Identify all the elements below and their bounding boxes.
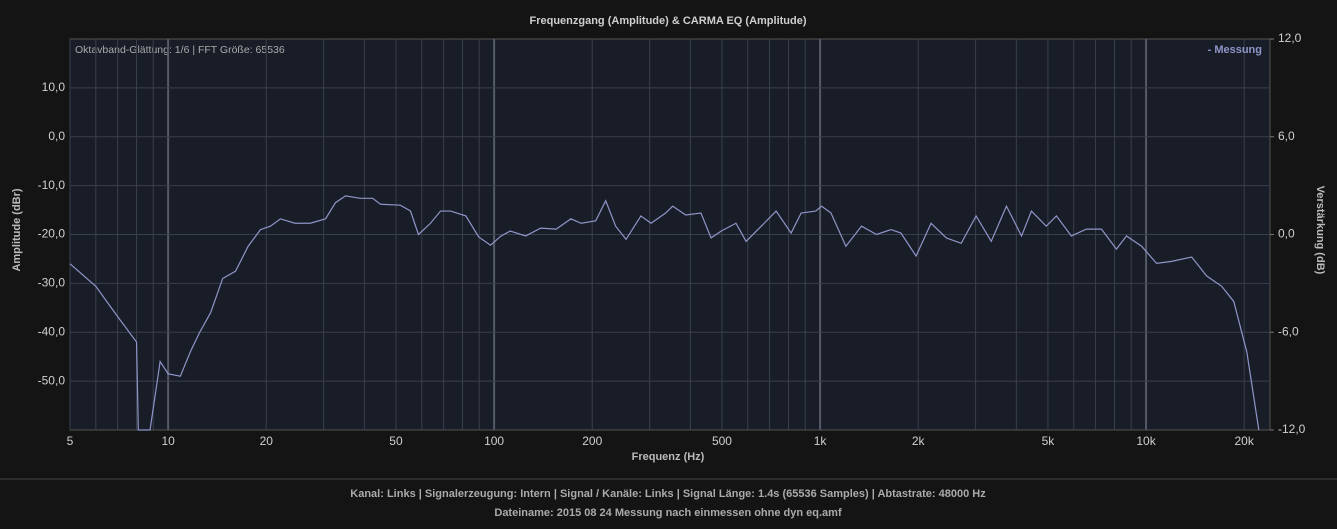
x-tick-label: 1k	[814, 434, 828, 448]
x-tick-label: 10	[161, 434, 175, 448]
y-tick-label: 0,0	[48, 129, 65, 143]
y-tick-label: -50,0	[38, 373, 66, 387]
y2-tick-label: 6,0	[1278, 129, 1295, 143]
y-axis-label: Amplitude (dBr)	[11, 188, 23, 271]
chart-title: Frequenzgang (Amplitude) & CARMA EQ (Amp…	[529, 15, 806, 27]
y2-tick-label: 0,0	[1278, 227, 1295, 241]
y-tick-label: 10,0	[42, 80, 66, 94]
y-tick-label: -20,0	[38, 227, 66, 241]
y2-tick-label: 12,0	[1278, 31, 1302, 45]
y2-axis-label: Verstärkung (dB)	[1314, 186, 1326, 275]
y2-tick-label: -12,0	[1278, 422, 1306, 436]
x-axis-label: Frequenz (Hz)	[632, 451, 705, 463]
y2-tick-label: -6,0	[1278, 324, 1299, 338]
footer-info: Kanal: Links | Signalerzeugung: Intern |…	[350, 488, 986, 500]
annotation: Oktavband-Glättung: 1/6 | FFT Größe: 655…	[75, 44, 285, 56]
x-tick-label: 500	[712, 434, 732, 448]
x-tick-label: 100	[484, 434, 504, 448]
x-tick-label: 20k	[1235, 434, 1255, 448]
x-tick-label: 10k	[1136, 434, 1156, 448]
x-tick-label: 5k	[1042, 434, 1056, 448]
x-tick-label: 20	[260, 434, 274, 448]
x-tick-label: 2k	[912, 434, 926, 448]
x-tick-label: 200	[582, 434, 602, 448]
series-line	[69, 195, 1260, 431]
footer-filename: Dateiname: 2015 08 24 Messung nach einme…	[494, 507, 842, 519]
x-tick-label: 50	[389, 434, 403, 448]
x-tick-label: 5	[67, 434, 74, 448]
y-tick-label: -30,0	[38, 276, 66, 290]
y-tick-label: -40,0	[38, 324, 66, 338]
legend-entry: - Messung	[1208, 44, 1262, 56]
y-tick-label: -10,0	[38, 178, 66, 192]
